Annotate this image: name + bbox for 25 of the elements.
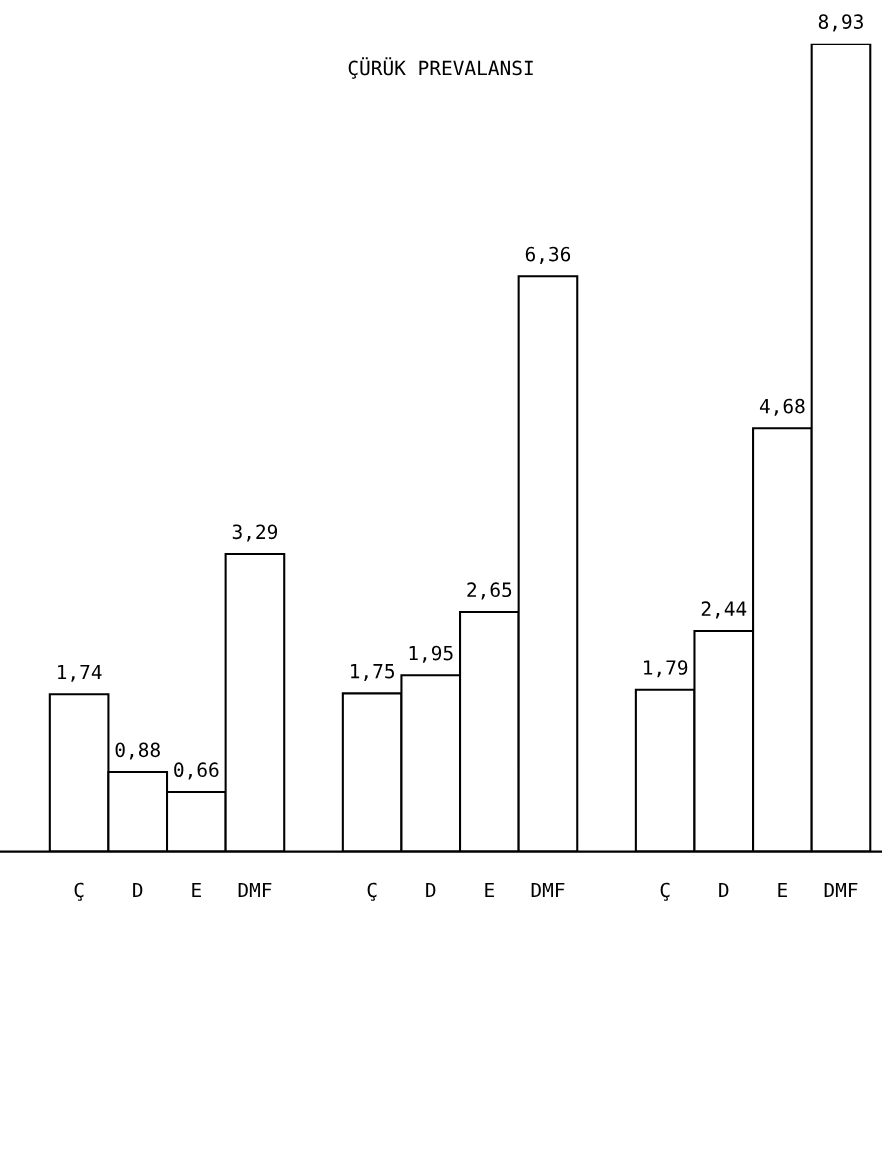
x-tick-label: D bbox=[133, 882, 143, 898]
data-label: 1,74 bbox=[58, 664, 102, 682]
x-tick-label: Ç bbox=[660, 882, 670, 901]
x-tick-label: E bbox=[485, 882, 494, 898]
text: ÇÜRÜK PREVALANSI bbox=[348, 57, 533, 79]
data-label: 1,95 bbox=[409, 645, 453, 663]
data-label: 1,75 bbox=[351, 664, 394, 681]
data-label: 3,29 bbox=[232, 524, 278, 542]
x-tick-label: D bbox=[426, 882, 436, 898]
x-tick-label: Ç bbox=[367, 882, 377, 901]
data-label: 1,79 bbox=[644, 660, 688, 678]
x-tick-label: DMF bbox=[238, 882, 272, 898]
x-tick-label: D bbox=[719, 882, 729, 898]
data-label: 0,66 bbox=[174, 762, 219, 780]
data-label: 8,93 bbox=[818, 14, 863, 32]
data-label: 0,88 bbox=[115, 742, 160, 760]
data-label: 4,68 bbox=[759, 398, 805, 416]
data-label: 6,36 bbox=[525, 246, 571, 264]
x-tick-label: E bbox=[778, 882, 787, 898]
x-tick-label: DMF bbox=[824, 882, 858, 898]
x-tick-label: E bbox=[192, 882, 201, 898]
x-tick-label: Ç bbox=[74, 882, 84, 901]
data-label: 2,44 bbox=[701, 601, 747, 619]
data-label: 2,65 bbox=[467, 582, 512, 600]
x-tick-label: DMF bbox=[531, 882, 565, 898]
